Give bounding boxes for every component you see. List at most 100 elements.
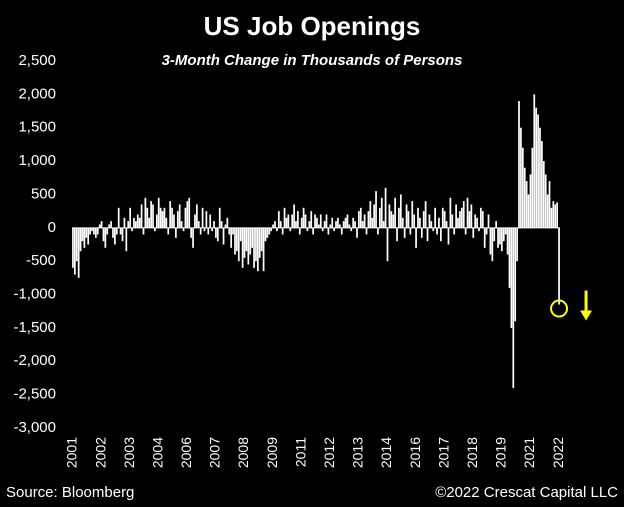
y-tick-label: 2,500 bbox=[18, 52, 56, 69]
bar bbox=[340, 227, 343, 235]
bar bbox=[148, 217, 151, 228]
bar bbox=[480, 207, 482, 228]
bar bbox=[184, 207, 187, 228]
bar bbox=[356, 227, 358, 238]
bar bbox=[112, 227, 114, 238]
bar bbox=[237, 227, 240, 262]
bar bbox=[207, 227, 210, 235]
bar bbox=[180, 221, 183, 228]
bar bbox=[508, 227, 511, 288]
bar bbox=[338, 224, 341, 228]
bar bbox=[327, 227, 330, 235]
bar bbox=[354, 221, 356, 228]
x-tick-label: 2018 bbox=[464, 437, 480, 468]
bar bbox=[127, 221, 130, 228]
bar bbox=[277, 211, 280, 228]
bar bbox=[520, 127, 522, 228]
bar bbox=[373, 204, 375, 228]
bar bbox=[379, 207, 381, 228]
bar bbox=[150, 201, 152, 228]
bar bbox=[167, 227, 170, 235]
bar bbox=[335, 221, 337, 228]
bar bbox=[226, 217, 229, 228]
bar bbox=[239, 227, 242, 242]
bar bbox=[375, 191, 377, 228]
bar bbox=[455, 204, 457, 228]
bar bbox=[129, 207, 131, 228]
bar bbox=[201, 207, 204, 228]
source: Source: Bloomberg bbox=[6, 484, 134, 501]
bar bbox=[192, 227, 194, 248]
bar bbox=[329, 224, 332, 228]
bar bbox=[302, 207, 305, 228]
bar bbox=[436, 227, 438, 235]
bar bbox=[445, 221, 448, 228]
bar bbox=[247, 227, 250, 265]
bar bbox=[100, 221, 103, 228]
bar bbox=[316, 217, 318, 228]
bar bbox=[344, 217, 347, 228]
bar bbox=[550, 207, 553, 228]
chart-title: US Job Openings bbox=[204, 11, 421, 41]
bar bbox=[123, 217, 126, 228]
bar bbox=[516, 227, 518, 262]
bar bbox=[209, 214, 212, 228]
bar bbox=[236, 227, 238, 252]
bar bbox=[81, 227, 84, 242]
bar bbox=[110, 221, 112, 228]
bar bbox=[152, 204, 154, 228]
bar bbox=[199, 227, 202, 235]
bar bbox=[279, 221, 282, 228]
y-tick-label: -1,500 bbox=[13, 319, 56, 336]
bar bbox=[529, 174, 532, 228]
bar bbox=[552, 201, 555, 228]
x-tick-label: 2008 bbox=[235, 437, 251, 468]
bar bbox=[188, 197, 191, 228]
bar bbox=[216, 227, 219, 242]
bar bbox=[266, 227, 269, 238]
bar bbox=[377, 227, 379, 235]
bar bbox=[539, 127, 541, 228]
bar bbox=[411, 201, 414, 228]
bar bbox=[74, 227, 76, 275]
bar bbox=[419, 217, 421, 228]
y-tick-label: -2,000 bbox=[13, 352, 56, 369]
bar bbox=[222, 227, 225, 245]
bar bbox=[487, 214, 490, 228]
bar bbox=[79, 227, 82, 252]
bar bbox=[359, 207, 362, 228]
bar bbox=[260, 227, 263, 252]
bar bbox=[489, 227, 492, 255]
bar bbox=[535, 107, 538, 228]
y-tick-label: 1,000 bbox=[18, 152, 56, 169]
bar bbox=[114, 227, 116, 245]
bar bbox=[392, 214, 395, 228]
bar bbox=[527, 194, 530, 228]
bar bbox=[523, 167, 526, 228]
bar bbox=[441, 207, 444, 228]
bar bbox=[297, 211, 299, 228]
bar bbox=[159, 207, 162, 228]
x-tick-label: 2013 bbox=[350, 437, 366, 468]
bar bbox=[312, 227, 314, 235]
bar bbox=[501, 227, 503, 252]
bar bbox=[161, 211, 164, 228]
bar bbox=[232, 227, 234, 235]
bar bbox=[165, 217, 168, 228]
bar bbox=[182, 227, 185, 232]
bar bbox=[371, 217, 374, 228]
bar bbox=[483, 227, 486, 248]
bar bbox=[93, 227, 95, 235]
bar bbox=[333, 227, 335, 232]
x-tick-label: 2014 bbox=[378, 437, 394, 468]
bar bbox=[178, 204, 181, 228]
bar bbox=[300, 217, 303, 228]
x-tick-label: 2021 bbox=[521, 437, 537, 468]
bar bbox=[119, 227, 122, 235]
bar bbox=[342, 221, 345, 228]
bar bbox=[352, 217, 355, 228]
bar bbox=[440, 227, 442, 242]
bar bbox=[462, 201, 465, 228]
bar bbox=[459, 211, 461, 228]
bar bbox=[72, 227, 74, 268]
